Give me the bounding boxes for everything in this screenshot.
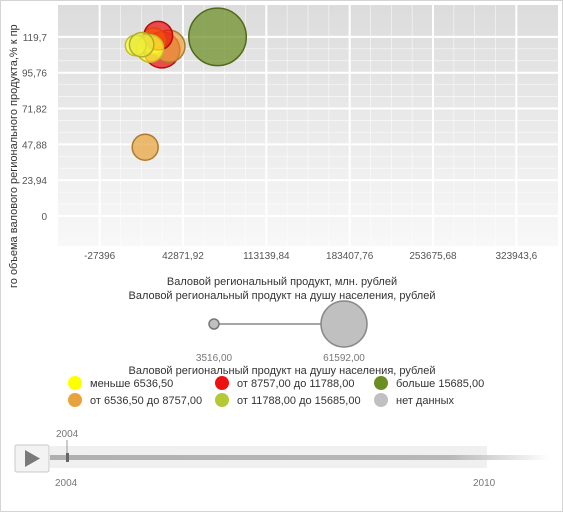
y-tick-label: 0 [41,212,47,223]
legend-item-label: от 8757,00 до 11788,00 [237,378,354,390]
x-axis-ticks: -27396 42871,92 113139,84 183407,76 253675,6… [84,251,538,262]
size-min-label: 3516,00 [196,353,233,364]
size-axis-label: Валовой региональный продукт на душу нас… [128,290,435,302]
legend-item-label: от 11788,00 до 15685,00 [237,395,361,407]
y-tick-label: 47,88 [22,140,47,151]
legend-item-label: от 6536,50 до 8757,00 [90,395,202,407]
play-icon [25,450,40,467]
play-button[interactable] [14,444,50,473]
size-max-bubble [320,300,368,348]
size-max-label: 61592,00 [323,353,365,364]
legend-swatch [68,393,82,407]
timeline-current-label: 2004 [56,429,79,440]
legend-title: Валовой региональный продукт на душу нас… [128,365,435,377]
legend-item-label: меньше 6536,50 [90,378,173,390]
bubble[interactable] [131,133,159,161]
size-min-bubble [208,318,220,330]
legend-swatch [215,376,229,390]
y-tick-label: 119,7 [23,33,48,44]
y-axis-ticks: 0 23,94 47,88 71,82 95,76 119,7 [22,33,47,223]
x-tick-label: -27396 [84,251,116,262]
legend-swatch [374,393,388,407]
y-tick-label: 23,94 [22,176,47,187]
x-tick-label: 42871,92 [162,251,204,262]
bubble-series [124,7,248,161]
timeline-handle[interactable] [66,453,69,462]
legend-swatch [68,376,82,390]
x-tick-label: 323943,6 [495,251,537,262]
x-tick-label: 253675,68 [409,251,457,262]
timeline-end-label: 2010 [473,478,496,489]
legend-swatch [215,393,229,407]
x-tick-label: 113139,84 [243,251,290,262]
y-tick-label: 95,76 [22,69,47,80]
x-axis-label: Валовой региональный продукт, млн. рубле… [167,276,397,288]
bubble[interactable] [128,31,155,58]
legend-item-label: нет данных [396,395,455,407]
x-tick-label: 183407,76 [326,251,374,262]
legend: меньше 6536,50 от 6536,50 до 8757,00 от 87… [68,376,484,407]
legend-swatch [374,376,388,390]
y-tick-label: 71,82 [22,105,47,116]
timeline-bar [50,455,550,460]
y-axis-label: го объема валового регионального продукт… [8,24,20,288]
timeline-start-label: 2004 [55,478,78,489]
bubble[interactable] [188,7,248,67]
legend-item-label: больше 15685,00 [396,378,484,390]
